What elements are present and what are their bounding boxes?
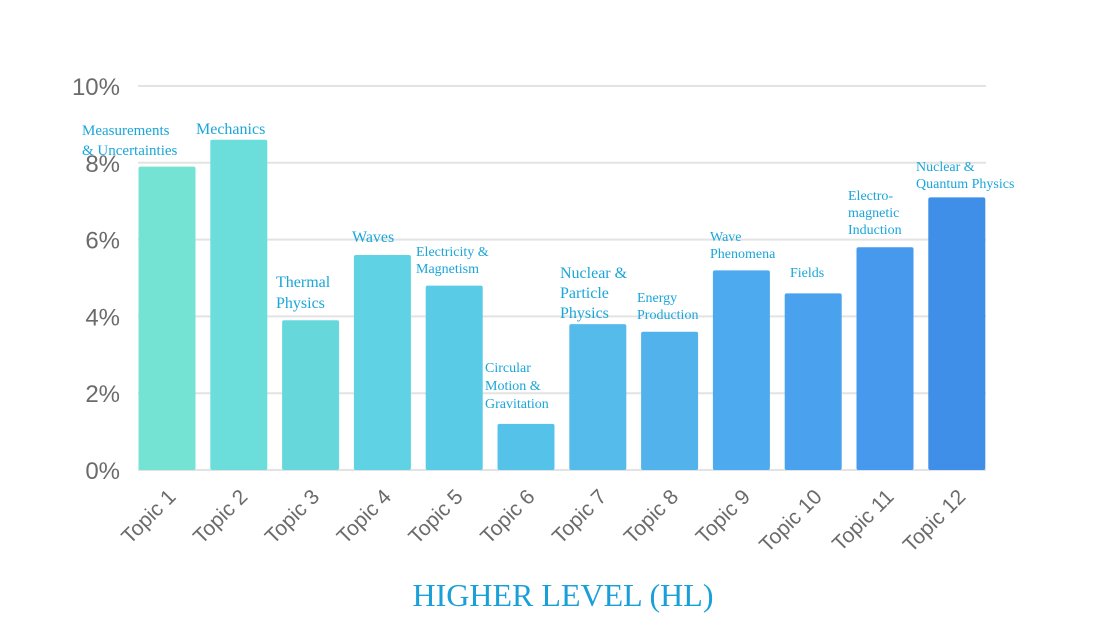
x-tick-label: Topic 9 <box>692 485 755 548</box>
x-axis-ticks: Topic 1 Topic 2 Topic 3 Topic 4 Topic 5 Topic… <box>117 485 970 557</box>
x-tick-label: Topic 3 <box>261 485 324 548</box>
bar <box>425 285 483 470</box>
bar <box>856 247 914 470</box>
bar <box>569 324 627 470</box>
bar <box>353 254 411 470</box>
y-tick-label: 2% <box>85 381 120 408</box>
chart-title: HIGHER LEVEL (HL) <box>413 577 714 613</box>
bar-annotations: Measurements & Uncertainties Mechanics Ther… <box>82 121 1014 412</box>
bar-annotation: Waves <box>352 229 394 246</box>
y-axis-ticks: 0% 2% 4% 6% 8% 10% <box>72 74 120 485</box>
bar <box>282 320 340 470</box>
bar-annotation: Nuclear & Particle Physics <box>560 265 628 322</box>
x-tick-label: Topic 4 <box>333 485 397 549</box>
x-tick-label: Topic 5 <box>404 485 467 548</box>
bar <box>210 139 268 470</box>
bar <box>928 197 986 471</box>
bar-annotation: Mechanics <box>196 121 265 138</box>
x-tick-label: Topic 7 <box>548 485 611 548</box>
x-tick-label: Topic 8 <box>620 485 683 548</box>
bar-annotation: Electricity & Magnetism <box>416 245 489 277</box>
bar <box>712 270 770 470</box>
x-tick-label: Topic 1 <box>117 485 180 548</box>
bar <box>784 293 842 470</box>
x-tick-label: Topic 12 <box>899 485 971 557</box>
y-tick-label: 10% <box>72 74 120 101</box>
bar-annotation: Measurements & Uncertainties <box>82 123 178 159</box>
bar-annotation: Energy Production <box>637 291 698 323</box>
bar-annotation: Thermal Physics <box>276 274 331 312</box>
bar-annotation: Wave Phenomena <box>710 230 776 262</box>
x-tick-label: Topic 6 <box>476 485 539 548</box>
bar-annotation: Nuclear & Quantum Physics <box>916 160 1014 192</box>
gridlines <box>138 85 986 471</box>
x-tick-label: Topic 2 <box>189 485 252 548</box>
bar <box>497 423 555 470</box>
bar-annotation: Electro-magnetic Induction <box>848 189 902 238</box>
y-tick-label: 4% <box>85 304 120 331</box>
x-tick-label: Topic 11 <box>828 485 898 555</box>
bar-annotation: Fields <box>790 266 824 281</box>
y-tick-label: 0% <box>85 458 120 485</box>
x-tick-label: Topic 10 <box>755 485 827 557</box>
bars <box>138 139 986 471</box>
bar-annotation: Circular Motion & Gravitation <box>485 361 549 412</box>
bar <box>138 166 196 470</box>
y-tick-label: 8% <box>85 151 120 178</box>
bar <box>641 331 699 470</box>
y-tick-label: 6% <box>85 228 120 255</box>
